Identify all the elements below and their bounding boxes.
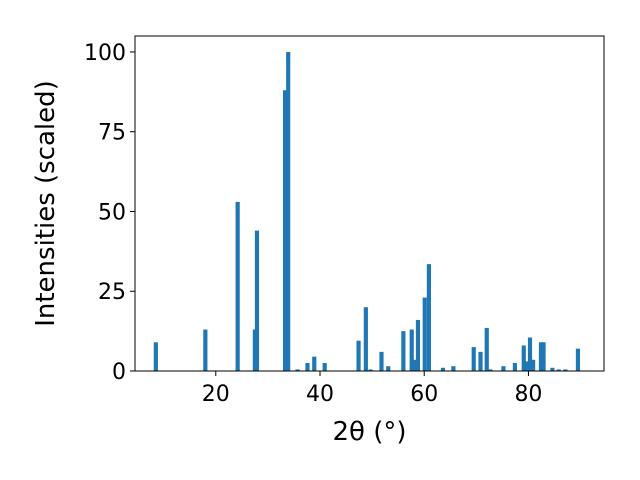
bar (426, 264, 431, 371)
bar (282, 90, 288, 371)
x-tick-label: 80 (514, 382, 542, 407)
bar (538, 342, 544, 371)
bar (295, 369, 300, 371)
bar (235, 201, 240, 371)
bar (484, 327, 489, 371)
bar (153, 342, 158, 371)
bar (527, 337, 533, 371)
bar (322, 363, 327, 371)
bar (356, 340, 361, 371)
bar (521, 345, 526, 371)
bar (556, 369, 561, 371)
y-tick-label: 100 (84, 41, 126, 66)
y-tick-label: 50 (98, 200, 126, 225)
bar (471, 347, 476, 371)
bar (379, 351, 384, 371)
plot-frame (134, 35, 605, 372)
y-tick-label: 0 (112, 360, 126, 385)
bar (563, 369, 568, 371)
bar (488, 369, 493, 371)
bar (541, 342, 546, 371)
bar (386, 366, 391, 371)
bar (203, 329, 208, 371)
bar (478, 351, 483, 371)
bar (312, 356, 317, 371)
bar (401, 331, 406, 371)
bar (575, 348, 581, 371)
bar (412, 359, 417, 371)
x-axis-ticks: 20 40 60 80 (202, 371, 542, 407)
x-axis-label: 2θ (°) (332, 417, 406, 447)
bar (409, 329, 414, 371)
y-tick-label: 75 (98, 121, 126, 146)
x-tick-label: 60 (410, 382, 438, 407)
x-tick-label: 20 (202, 382, 230, 407)
bar (286, 51, 291, 371)
bar (451, 366, 456, 371)
bar (305, 363, 310, 371)
bar (524, 361, 529, 371)
y-axis-ticks: 0 25 50 75 100 (84, 41, 135, 385)
y-axis-label: Intensities (scaled) (31, 80, 61, 327)
bars-layer (153, 51, 581, 371)
bar (415, 319, 421, 371)
bar (501, 366, 506, 371)
bar (363, 307, 368, 371)
bar (550, 367, 555, 371)
bar (254, 230, 260, 371)
bar (531, 359, 536, 371)
y-tick-label: 25 (98, 280, 126, 305)
bar (368, 369, 373, 371)
bar (512, 363, 517, 371)
bar (440, 367, 446, 371)
bar (422, 297, 427, 371)
x-tick-label: 40 (306, 382, 334, 407)
